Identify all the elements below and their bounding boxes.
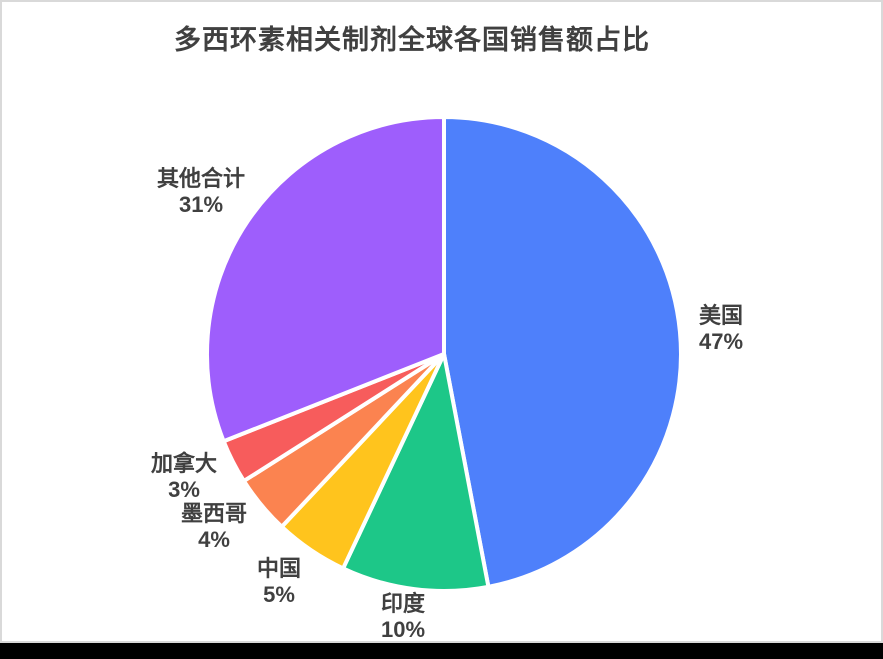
pie-label-india: 印度 10% (323, 591, 483, 643)
pie-label-usa: 美国 47% (699, 303, 743, 355)
pie-label-others-pct: 31% (178, 192, 224, 217)
chart-card: 多西环素相关制剂全球各国销售额占比 其他合计 31% 美国 47% 加拿大 3%… (0, 0, 883, 643)
pie-label-others: 其他合计 31% (121, 166, 281, 218)
pie-label-india-pct: 10% (380, 617, 426, 642)
pie-label-china-pct: 5% (263, 582, 295, 607)
pie-chart (204, 115, 683, 593)
pie-label-mexico: 墨西哥 4% (134, 501, 294, 553)
pie-slice-india[interactable] (341, 352, 491, 593)
pie-slice-others[interactable] (204, 115, 446, 444)
bottom-black-bar (0, 643, 883, 659)
pie-label-usa-name: 美国 (699, 303, 744, 328)
pie-label-canada-name: 加拿大 (150, 451, 217, 476)
pie-label-china: 中国 5% (199, 556, 359, 608)
pie-label-china-name: 中国 (256, 556, 301, 581)
pie-label-usa-pct: 47% (699, 329, 744, 354)
pie-slice-usa[interactable] (442, 115, 683, 589)
pie-label-others-name: 其他合计 (156, 166, 245, 191)
pie-label-mexico-name: 墨西哥 (180, 501, 247, 526)
pie-label-canada-pct: 3% (168, 477, 200, 502)
pie-label-india-name: 印度 (380, 591, 425, 616)
pie-label-mexico-pct: 4% (198, 527, 230, 552)
pie-label-canada: 加拿大 3% (104, 451, 264, 503)
chart-title: 多西环素相关制剂全球各国销售额占比 (174, 25, 650, 55)
